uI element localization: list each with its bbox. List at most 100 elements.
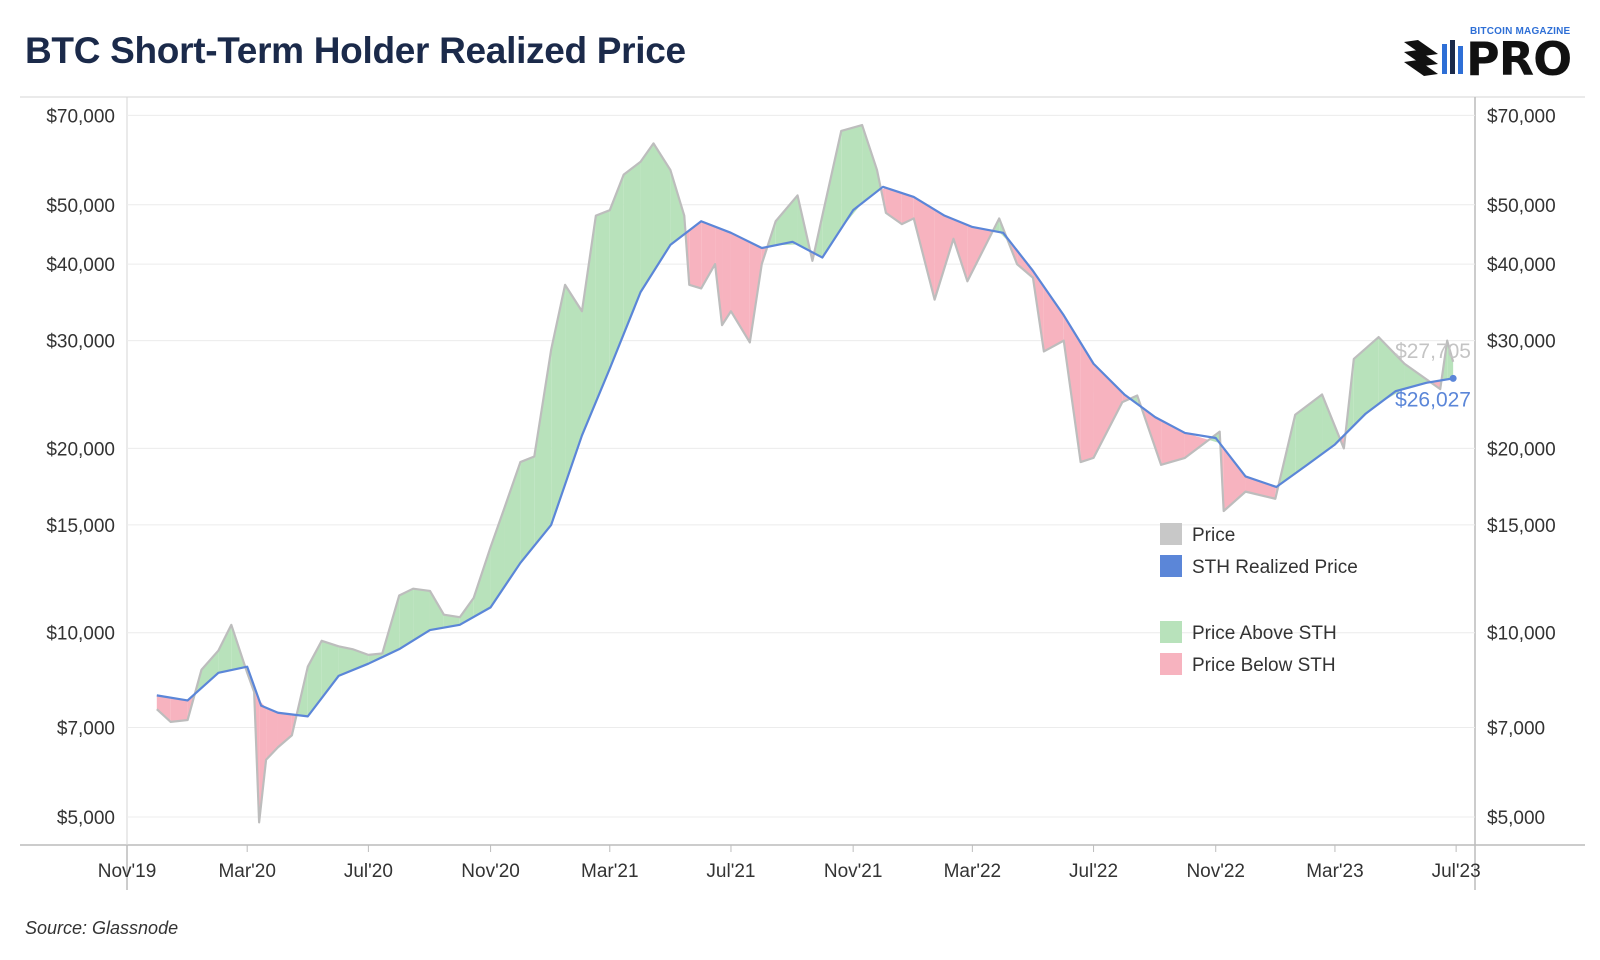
above-sth-area xyxy=(399,588,414,650)
y-tick-label-right: $50,000 xyxy=(1487,196,1556,217)
below-sth-area xyxy=(1093,363,1123,458)
x-tick-label: Mar'22 xyxy=(944,861,1001,882)
below-sth-area xyxy=(934,209,954,300)
x-tick-label: Mar'20 xyxy=(218,861,275,882)
x-tick-label: Jul'21 xyxy=(706,861,755,882)
above-sth-area xyxy=(307,640,322,717)
above-sth-area xyxy=(218,624,232,673)
below-sth-area xyxy=(730,232,750,343)
above-sth-area xyxy=(653,143,671,272)
price-end-label: $27,705 xyxy=(1395,340,1471,363)
above-sth-area xyxy=(338,646,353,676)
y-tick-label-right: $30,000 xyxy=(1487,332,1556,353)
above-sth-area xyxy=(775,195,798,246)
legend-swatch xyxy=(1160,523,1182,545)
legend-swatch xyxy=(1160,653,1182,675)
y-tick-label-right: $10,000 xyxy=(1487,624,1556,645)
below-sth-area xyxy=(1080,342,1094,463)
x-tick-label: Mar'23 xyxy=(1306,861,1363,882)
x-tick-label: Mar'21 xyxy=(581,861,638,882)
y-tick-label-right: $20,000 xyxy=(1487,439,1556,460)
above-sth-area xyxy=(490,507,505,608)
sth-end-label: $26,027 xyxy=(1395,388,1471,411)
above-sth-area xyxy=(1378,337,1405,404)
legend-label: STH Realized Price xyxy=(1192,557,1358,578)
chart-title: BTC Short-Term Holder Realized Price xyxy=(25,30,686,71)
below-sth-area xyxy=(901,193,914,225)
above-sth-area xyxy=(1295,394,1323,474)
bitcoin-magazine-pro-logo: BITCOIN MAGAZINE PRO xyxy=(1404,26,1584,86)
y-tick-label-left: $15,000 xyxy=(46,516,115,537)
below-sth-area xyxy=(913,196,935,300)
below-sth-area xyxy=(259,700,267,823)
above-sth-area xyxy=(520,456,535,563)
above-sth-area xyxy=(565,284,582,485)
legend-swatch xyxy=(1160,621,1182,643)
above-sth-area xyxy=(504,462,521,587)
below-sth-area xyxy=(156,695,171,722)
y-tick-label-left: $40,000 xyxy=(46,255,115,276)
y-tick-label-right: $15,000 xyxy=(1487,516,1556,537)
above-sth-area xyxy=(321,640,339,699)
below-sth-area xyxy=(1184,432,1209,458)
below-sth-area xyxy=(953,219,968,282)
below-sth-area xyxy=(266,707,278,760)
below-sth-area xyxy=(170,697,188,722)
above-sth-area xyxy=(201,650,219,688)
legend-swatch xyxy=(1160,555,1182,577)
above-sth-area xyxy=(1447,340,1454,380)
y-tick-label-right: $7,000 xyxy=(1487,719,1545,740)
below-sth-area xyxy=(722,229,731,326)
above-sth-area xyxy=(841,125,863,229)
logo-big-text: PRO xyxy=(1466,32,1572,86)
y-tick-label-left: $7,000 xyxy=(57,719,115,740)
y-tick-label-left: $70,000 xyxy=(46,106,115,127)
x-tick-label: Jul'23 xyxy=(1432,861,1481,882)
y-tick-label-left: $30,000 xyxy=(46,332,115,353)
x-tick-label: Nov'21 xyxy=(824,861,883,882)
above-sth-area xyxy=(429,590,444,631)
above-sth-area xyxy=(581,215,596,436)
sth-end-marker xyxy=(1449,374,1457,382)
above-sth-area xyxy=(1322,394,1340,454)
above-sth-area xyxy=(1353,337,1379,426)
y-tick-label-left: $10,000 xyxy=(46,624,115,645)
above-sth-area xyxy=(595,210,610,403)
x-tick-label: Jul'20 xyxy=(344,861,393,882)
logo-small-text: BITCOIN MAGAZINE xyxy=(1470,26,1571,37)
above-sth-area xyxy=(640,143,654,293)
above-sth-area xyxy=(534,349,552,546)
chart: $5,000 $5,000 $7,000 $7,000 $10,000 $10,000 $1… xyxy=(20,96,1585,890)
y-tick-label-right: $40,000 xyxy=(1487,255,1556,276)
above-sth-area xyxy=(862,125,877,204)
y-tick-label-left: $5,000 xyxy=(57,808,115,829)
below-sth-area xyxy=(689,221,702,289)
above-sth-area xyxy=(623,161,641,335)
x-tick-label: Nov'22 xyxy=(1186,861,1245,882)
legend-label: Price xyxy=(1192,525,1235,546)
above-sth-area xyxy=(443,614,460,628)
y-tick-label-left: $50,000 xyxy=(46,196,115,217)
below-sth-area xyxy=(1043,286,1064,352)
legend-label: Price Above STH xyxy=(1192,623,1337,644)
x-tick-label: Jul'22 xyxy=(1069,861,1118,882)
below-sth-area xyxy=(701,221,716,289)
logo-stripes-icon xyxy=(1404,40,1463,76)
price-line xyxy=(156,123,1455,824)
above-sth-area xyxy=(609,174,624,369)
x-tick-label: Nov'19 xyxy=(98,861,157,882)
above-sth-area xyxy=(551,284,566,525)
legend-label: Price Below STH xyxy=(1192,655,1336,676)
y-tick-label-right: $70,000 xyxy=(1487,106,1556,127)
y-tick-label-left: $20,000 xyxy=(46,439,115,460)
below-sth-area xyxy=(277,712,292,748)
above-sth-area xyxy=(413,588,430,641)
sth-realized-price-line xyxy=(156,185,1454,718)
above-sth-area xyxy=(473,547,491,617)
above-sth-area xyxy=(822,130,842,258)
source-note: Source: Glassnode xyxy=(25,918,179,938)
above-sth-area xyxy=(670,169,685,245)
y-tick-label-right: $5,000 xyxy=(1487,808,1545,829)
x-tick-label: Nov'20 xyxy=(461,861,520,882)
below-sth-area xyxy=(1161,420,1185,465)
